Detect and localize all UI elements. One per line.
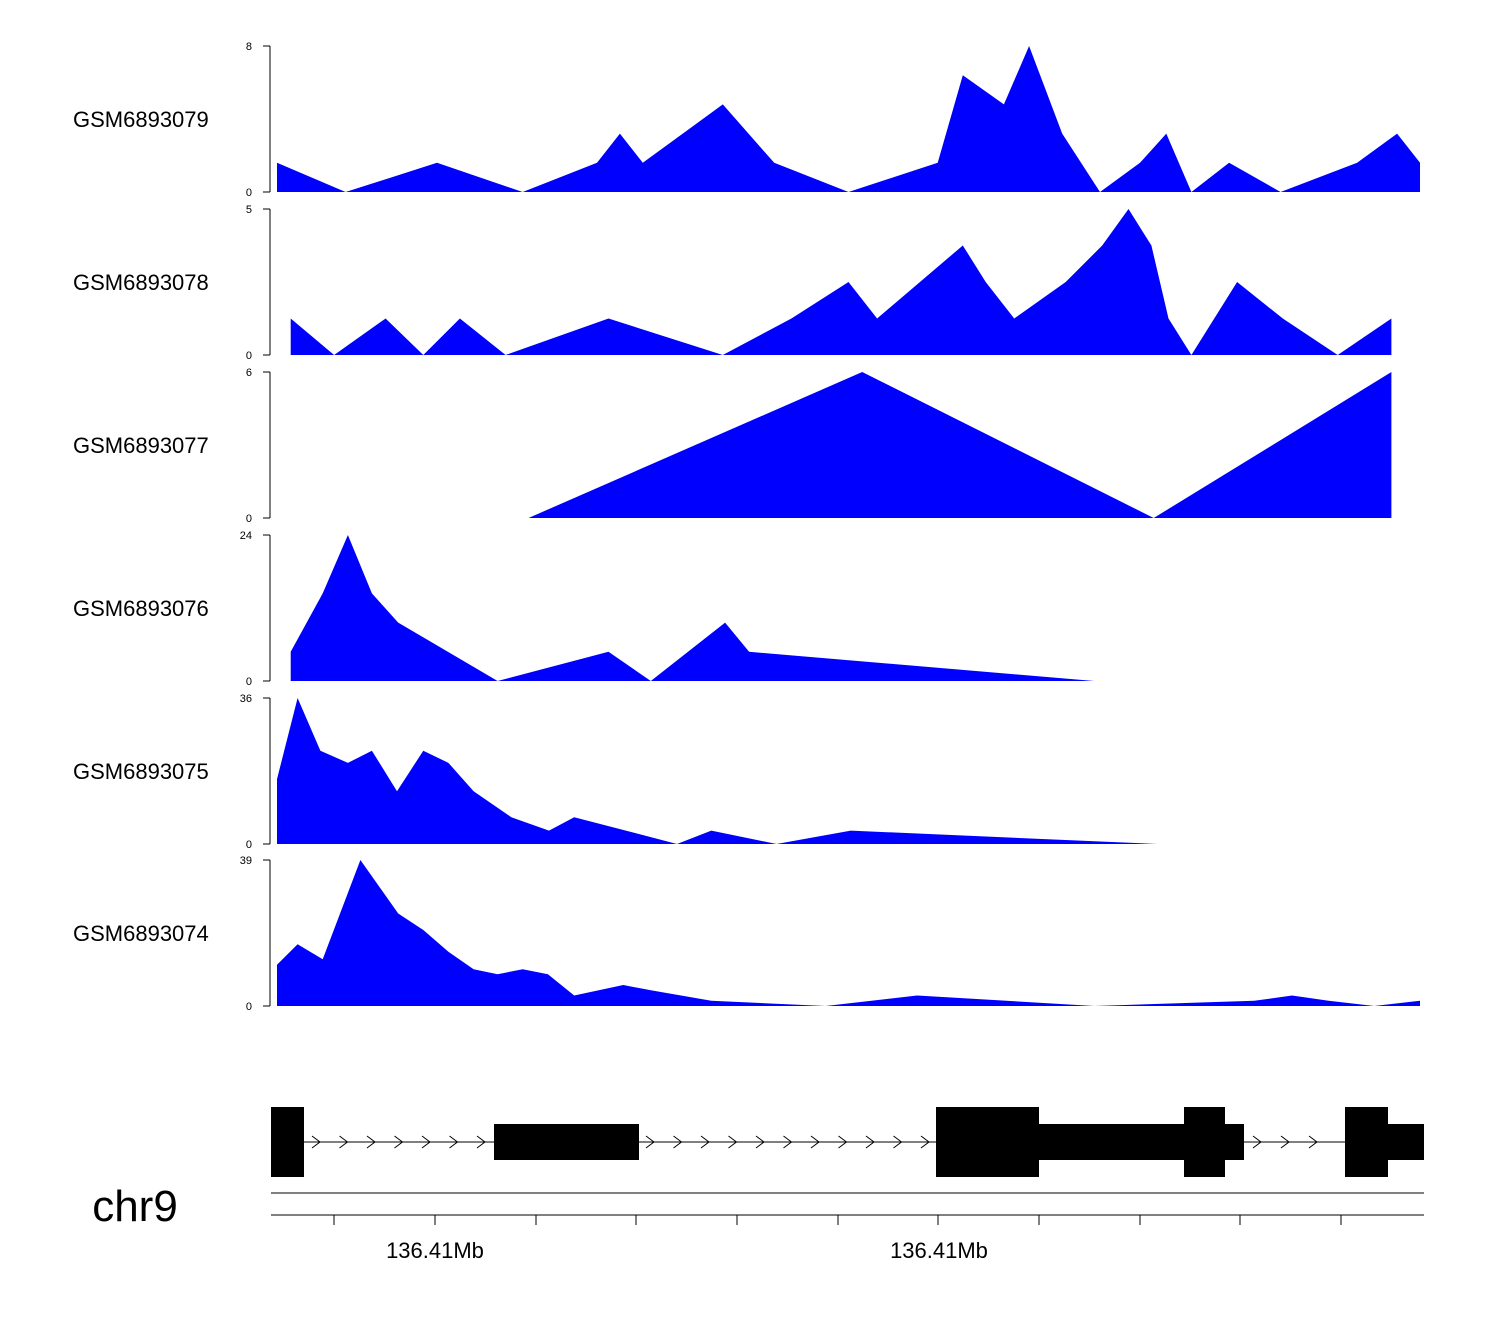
strand-arrow (311, 1135, 321, 1149)
strand-arrow (700, 1135, 710, 1149)
coverage-area (528, 372, 1392, 518)
strand-arrow (421, 1135, 431, 1149)
strand-arrow (476, 1135, 486, 1149)
exon-3 (936, 1107, 1039, 1177)
coverage-area (290, 535, 1095, 681)
exon-5-thin (1387, 1124, 1424, 1160)
y-tick-label-min: 0 (246, 1001, 252, 1013)
track-GSM6893077: 6 0 GSM6893077 (73, 367, 1392, 525)
y-tick-label-min: 0 (246, 839, 252, 851)
strand-arrow (1280, 1135, 1290, 1149)
exon-3-thin (1038, 1124, 1185, 1160)
exon-4 (1184, 1107, 1225, 1177)
exon-1 (271, 1107, 304, 1177)
strand-arrow (1308, 1135, 1318, 1149)
exon-2 (494, 1124, 639, 1160)
strand-arrow (783, 1135, 793, 1149)
strand-arrow (1252, 1135, 1262, 1149)
track-label: GSM6893075 (73, 759, 209, 784)
gene-model (271, 1107, 1424, 1177)
strand-arrow (810, 1135, 820, 1149)
y-tick-label-min: 0 (246, 676, 252, 688)
track-GSM6893074: 39 0 GSM6893074 (73, 855, 1420, 1013)
y-tick-label-max: 6 (246, 367, 252, 379)
y-tick-label-max: 36 (240, 693, 252, 705)
track-label: GSM6893077 (73, 433, 209, 458)
track-label: GSM6893078 (73, 270, 209, 295)
y-tick-label-max: 5 (246, 204, 252, 216)
track-label: GSM6893079 (73, 107, 209, 132)
y-tick-label-min: 0 (246, 350, 252, 362)
strand-arrow (366, 1135, 376, 1149)
exon-4-thin (1224, 1124, 1244, 1160)
genome-axis: 136.41Mb 136.41Mb (271, 1192, 1424, 1263)
y-tick-label-max: 24 (240, 530, 252, 542)
strand-arrow (645, 1135, 655, 1149)
coverage-area (277, 860, 1420, 1006)
coverage-area (277, 698, 1158, 844)
strand-arrow (920, 1135, 930, 1149)
track-GSM6893078: 5 0 GSM6893078 (73, 204, 1392, 362)
strand-arrow (339, 1135, 349, 1149)
strand-arrow (865, 1135, 875, 1149)
strand-arrow (755, 1135, 765, 1149)
coverage-area (277, 46, 1420, 192)
exon-5 (1345, 1107, 1388, 1177)
x-axis-label-1: 136.41Mb (386, 1238, 484, 1263)
y-tick-label-min: 0 (246, 187, 252, 199)
track-GSM6893076: 24 0 GSM6893076 (73, 530, 1095, 688)
chromosome-label: chr9 (92, 1182, 178, 1231)
axis-ticks (333, 1215, 1342, 1225)
strand-arrow (673, 1135, 683, 1149)
coverage-area (290, 209, 1392, 355)
intron-strand-arrows (311, 1135, 1318, 1149)
y-tick-label-min: 0 (246, 513, 252, 525)
x-axis-label-2: 136.41Mb (890, 1238, 988, 1263)
y-tick-label-max: 39 (240, 855, 252, 867)
y-tick-label-max: 8 (246, 41, 252, 53)
strand-arrow (838, 1135, 848, 1149)
track-GSM6893075: 36 0 GSM6893075 (73, 693, 1158, 851)
track-GSM6893079: 8 0 GSM6893079 (73, 41, 1420, 199)
strand-arrow (893, 1135, 903, 1149)
strand-arrow (728, 1135, 738, 1149)
strand-arrow (449, 1135, 459, 1149)
coverage-tracks: 8 0 GSM6893079 5 0 GSM6893078 6 0 GSM6893077 24 0 G… (73, 41, 1420, 1013)
strand-arrow (394, 1135, 404, 1149)
track-label: GSM6893074 (73, 921, 209, 946)
track-label: GSM6893076 (73, 596, 209, 621)
